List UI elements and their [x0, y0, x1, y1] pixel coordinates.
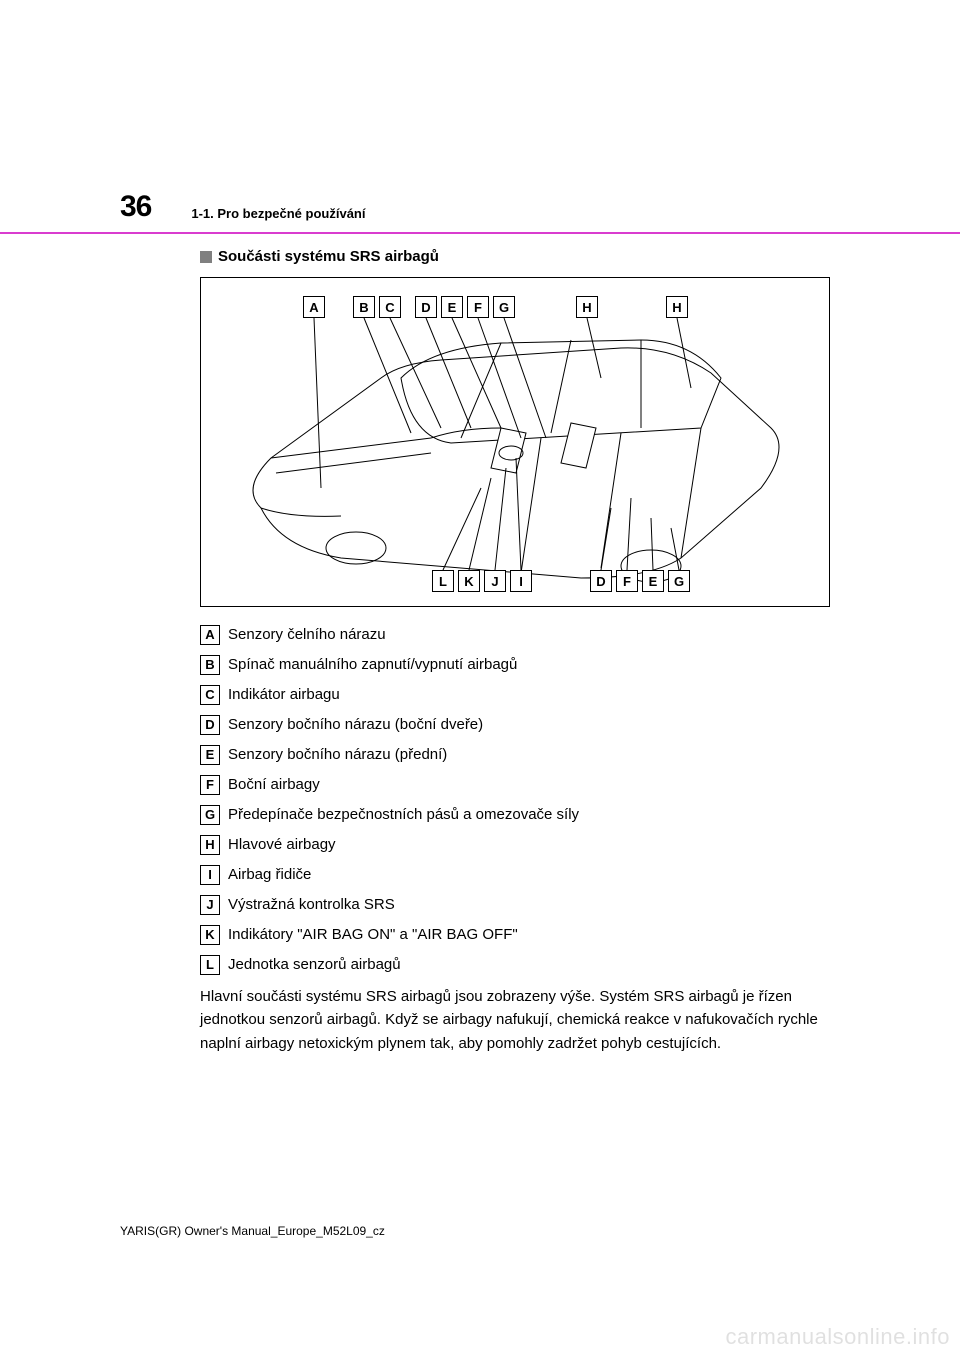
legend-text: Hlavové airbagy: [228, 835, 336, 855]
car-illustration: [201, 278, 830, 607]
legend-item-K: K Indikátory "AIR BAG ON" a "AIR BAG OFF": [200, 925, 830, 945]
airbag-diagram: ABCDEFGHHLKJIDFEG: [200, 277, 830, 607]
legend-key-box: A: [200, 625, 220, 645]
legend-key-box: K: [200, 925, 220, 945]
legend-item-A: A Senzory čelního nárazu: [200, 625, 830, 645]
legend-key-box: B: [200, 655, 220, 675]
legend-text: Senzory bočního nárazu (přední): [228, 745, 447, 765]
diagram-label-top-D: D: [415, 296, 437, 318]
legend-item-H: H Hlavové airbagy: [200, 835, 830, 855]
legend-list: A Senzory čelního nárazu B Spínač manuálníh…: [200, 625, 830, 975]
legend-text: Indikátor airbagu: [228, 685, 340, 705]
legend-text: Výstražná kontrolka SRS: [228, 895, 395, 915]
diagram-label-bottom-I: I: [510, 570, 532, 592]
legend-item-J: J Výstražná kontrolka SRS: [200, 895, 830, 915]
diagram-label-top-G: G: [493, 296, 515, 318]
diagram-label-bottom-G: G: [668, 570, 690, 592]
legend-item-E: E Senzory bočního nárazu (přední): [200, 745, 830, 765]
section-title: Součásti systému SRS airbagů: [218, 248, 439, 265]
legend-key-box: C: [200, 685, 220, 705]
legend-text: Indikátory "AIR BAG ON" a "AIR BAG OFF": [228, 925, 518, 945]
chapter-title: 1-1. Pro bezpečné používání: [191, 206, 365, 224]
legend-text: Spínač manuálního zapnutí/vypnutí airbag…: [228, 655, 517, 675]
legend-key-box: G: [200, 805, 220, 825]
square-bullet-icon: [200, 251, 212, 263]
diagram-label-bottom-J: J: [484, 570, 506, 592]
header-divider: [0, 232, 960, 234]
legend-key-box: J: [200, 895, 220, 915]
footer-doc-id: YARIS(GR) Owner's Manual_Europe_M52L09_c…: [120, 1224, 385, 1238]
legend-item-I: I Airbag řidiče: [200, 865, 830, 885]
legend-key-box: F: [200, 775, 220, 795]
diagram-label-top-H: H: [576, 296, 598, 318]
legend-item-B: B Spínač manuálního zapnutí/vypnutí airba…: [200, 655, 830, 675]
legend-item-F: F Boční airbagy: [200, 775, 830, 795]
diagram-label-bottom-L: L: [432, 570, 454, 592]
diagram-label-bottom-E: E: [642, 570, 664, 592]
legend-text: Airbag řidiče: [228, 865, 311, 885]
legend-text: Boční airbagy: [228, 775, 320, 795]
legend-key-box: E: [200, 745, 220, 765]
diagram-label-top-E: E: [441, 296, 463, 318]
diagram-label-bottom-D: D: [590, 570, 612, 592]
content-area: Součásti systému SRS airbagů: [200, 248, 830, 1055]
legend-key-box: D: [200, 715, 220, 735]
diagram-label-top-H: H: [666, 296, 688, 318]
legend-item-D: D Senzory bočního nárazu (boční dveře): [200, 715, 830, 735]
page-number: 36: [120, 190, 151, 224]
diagram-label-bottom-F: F: [616, 570, 638, 592]
diagram-label-top-B: B: [353, 296, 375, 318]
legend-item-L: L Jednotka senzorů airbagů: [200, 955, 830, 975]
watermark: carmanualsonline.info: [725, 1324, 950, 1350]
legend-text: Senzory čelního nárazu: [228, 625, 386, 645]
description-paragraph: Hlavní součásti systému SRS airbagů jsou…: [200, 985, 830, 1055]
page-header: 36 1-1. Pro bezpečné používání: [0, 200, 960, 228]
legend-item-G: G Předepínače bezpečnostních pásů a omezo…: [200, 805, 830, 825]
diagram-label-bottom-K: K: [458, 570, 480, 592]
diagram-label-top-C: C: [379, 296, 401, 318]
section-heading: Součásti systému SRS airbagů: [200, 248, 830, 265]
legend-key-box: H: [200, 835, 220, 855]
legend-text: Senzory bočního nárazu (boční dveře): [228, 715, 483, 735]
legend-key-box: L: [200, 955, 220, 975]
legend-item-C: C Indikátor airbagu: [200, 685, 830, 705]
legend-text: Jednotka senzorů airbagů: [228, 955, 401, 975]
legend-key-box: I: [200, 865, 220, 885]
diagram-label-top-F: F: [467, 296, 489, 318]
diagram-label-top-A: A: [303, 296, 325, 318]
legend-text: Předepínače bezpečnostních pásů a omezov…: [228, 805, 579, 825]
